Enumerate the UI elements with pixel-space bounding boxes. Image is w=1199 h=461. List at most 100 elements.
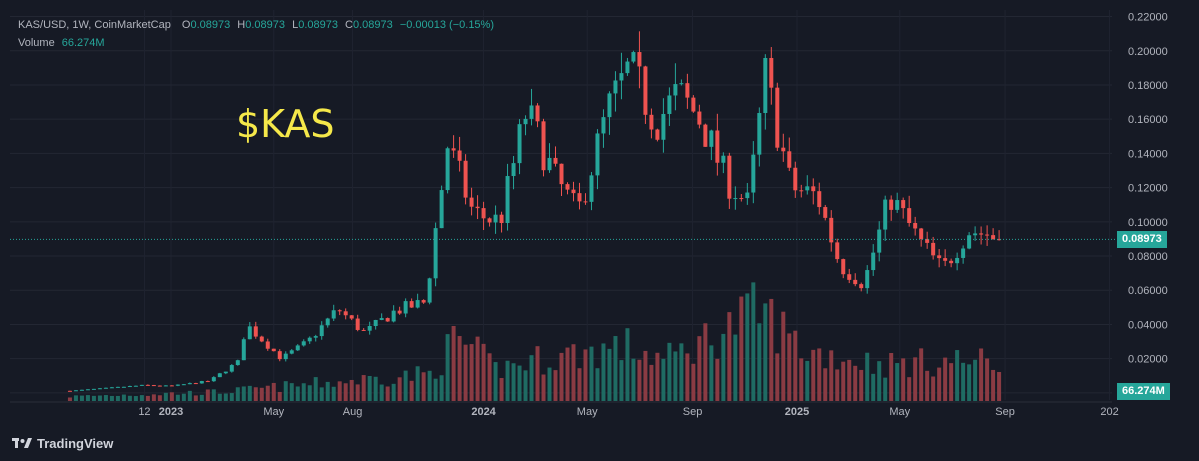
candle-body <box>397 310 402 314</box>
volume-bar <box>985 358 990 401</box>
volume-bar <box>973 359 978 401</box>
y-tick-label: 0.06000 <box>1128 285 1168 297</box>
candle-body <box>679 83 684 85</box>
volume-bar <box>955 350 960 401</box>
candle-body <box>97 388 102 390</box>
candle-body <box>163 385 168 387</box>
volume-bar <box>493 362 498 401</box>
volume-bar <box>469 344 474 401</box>
candle-body <box>445 148 450 191</box>
time-axis[interactable]: 12 2023 May Aug 2024 May Sep 2025 May Sep 202 <box>138 406 1118 418</box>
volume-label[interactable]: Volume <box>18 37 55 49</box>
volume-bar <box>547 367 552 401</box>
candle-body <box>901 200 906 209</box>
candle-body <box>487 218 492 223</box>
candle-body <box>703 124 708 147</box>
candle-body <box>523 118 528 125</box>
candle-body <box>271 348 276 352</box>
volume-bar <box>571 344 576 401</box>
candle-body <box>889 199 894 210</box>
y-tick-label: 0.20000 <box>1128 46 1168 58</box>
close-label: C <box>345 19 353 31</box>
volume-bar <box>511 363 516 401</box>
candle-body <box>277 351 282 360</box>
candle-body <box>847 274 852 280</box>
price-axis[interactable]: 0.22000 0.20000 0.18000 0.16000 0.14000 0.120… <box>1128 12 1168 400</box>
volume-bar <box>835 369 840 401</box>
candle-body <box>451 148 456 151</box>
candle-body <box>649 114 654 130</box>
volume-bar <box>913 357 918 401</box>
volume-bar <box>637 359 642 401</box>
volume-bar <box>385 386 390 401</box>
candle-body <box>793 167 798 191</box>
candle-body <box>229 365 234 372</box>
candle-body <box>367 326 372 331</box>
candle-body <box>751 154 756 193</box>
volume-bar <box>589 346 594 401</box>
candle-body <box>193 383 198 385</box>
candle-body <box>925 239 930 243</box>
candle-body <box>895 200 900 210</box>
volume-bars <box>67 282 1002 401</box>
candle-body <box>757 113 762 155</box>
candle-body <box>541 121 546 171</box>
volume-bar <box>817 348 822 401</box>
candle-body <box>535 105 540 122</box>
chart-legend: KAS/USD, 1W, CoinMarketCap O0.08973 H0.0… <box>18 16 494 52</box>
volume-bar <box>91 395 96 401</box>
candle-body <box>415 300 420 308</box>
candle-body <box>919 228 924 240</box>
high-value: 0.08973 <box>245 19 286 31</box>
candle-body <box>643 66 648 115</box>
y-tick-label: 0.12000 <box>1128 183 1168 195</box>
volume-bar <box>223 393 228 401</box>
volume-bar <box>229 393 234 401</box>
candle-body <box>583 201 588 203</box>
volume-bar <box>667 342 672 401</box>
candle-body <box>865 270 870 289</box>
x-tick-label: 2024 <box>471 406 496 418</box>
x-tick-label: Sep <box>683 406 703 418</box>
candle-body <box>265 341 270 349</box>
tradingview-footer[interactable]: TradingView <box>12 434 113 452</box>
candle-body <box>115 386 120 388</box>
volume-bar <box>397 377 402 401</box>
tradingview-logo-icon <box>12 438 32 448</box>
candle-body <box>313 336 318 338</box>
candle-body <box>943 258 948 261</box>
candle-body <box>733 198 738 200</box>
open-value: 0.08973 <box>190 19 231 31</box>
volume-bar <box>967 364 972 401</box>
volume-bar <box>205 389 210 401</box>
candle-body <box>391 310 396 322</box>
volume-bar <box>901 358 906 401</box>
candle-body <box>739 198 744 200</box>
volume-bar <box>949 363 954 401</box>
volume-bar <box>601 343 606 401</box>
volume-bar <box>529 355 534 401</box>
symbol-label[interactable]: KAS/USD, 1W, CoinMarketCap <box>18 19 171 31</box>
candle-body <box>67 390 72 392</box>
volume-bar <box>193 395 198 401</box>
volume-bar <box>751 282 756 401</box>
y-tick-label: 0.18000 <box>1128 80 1168 92</box>
candle-body <box>769 57 774 88</box>
candle-body <box>319 325 324 337</box>
candle-body <box>913 222 918 229</box>
candle-body <box>253 326 258 337</box>
volume-bar <box>313 377 318 401</box>
grid-lines <box>10 10 1112 403</box>
candle-body <box>499 214 504 223</box>
candle-body <box>715 130 720 163</box>
candle-body <box>667 95 672 114</box>
candle-body <box>199 381 204 384</box>
candle-body <box>625 61 630 74</box>
volume-bar <box>217 393 222 401</box>
candle-body <box>571 189 576 194</box>
volume-bar <box>655 352 660 401</box>
candle-body <box>289 350 294 354</box>
volume-bar <box>451 325 456 401</box>
candle-body <box>295 345 300 351</box>
